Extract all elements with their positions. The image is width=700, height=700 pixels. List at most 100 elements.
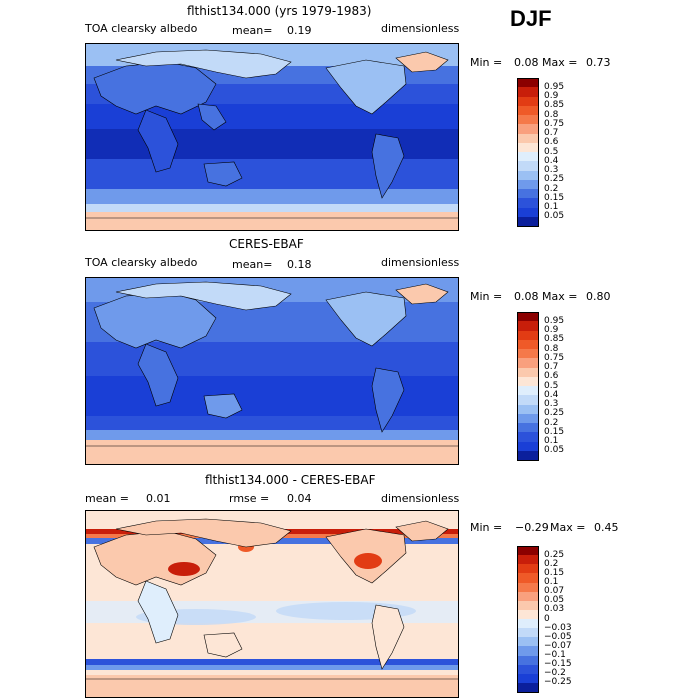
colorbar-tick-label: 0.1: [544, 436, 559, 446]
panel-1-mean-value: 0.19: [287, 24, 312, 37]
panel-1-colorbar: 0.95 0.9 0.85 0.8 0.75 0.7 0.6 0.5 0.4 0.3 0.25 0.2…: [517, 78, 617, 227]
colorbar-tick-label: 0.5: [544, 380, 559, 391]
colorbar-tick-label: 0.75: [544, 352, 565, 363]
colorbar-swatch: [517, 582, 539, 593]
panel-1-variable-label: TOA clearsky albedo: [85, 22, 198, 35]
colorbar-swatch: [517, 170, 539, 181]
colorbar-swatch: [517, 124, 539, 134]
colorbar-swatch: [517, 115, 539, 125]
colorbar-tick-label: 0.15: [544, 426, 565, 437]
panel-1-map-svg: [86, 44, 458, 230]
colorbar-swatch: [517, 619, 539, 629]
colorbar-tick-label: −0.15: [544, 659, 572, 670]
colorbar-swatch: [517, 349, 539, 359]
colorbar-swatch: [517, 133, 539, 144]
panel-3-colorbar: 0.25 0.2 0.15 0.1 0.07 0.05 0.03 0 −0.03 −0.05 −0.…: [517, 546, 617, 693]
colorbar-tick-label: 0.8: [544, 109, 559, 120]
colorbar-swatch: [517, 376, 539, 387]
colorbar-swatch: [517, 655, 539, 666]
colorbar-swatch: [517, 386, 539, 396]
colorbar-tick-label: 0.25: [544, 549, 565, 560]
panel-2-max-value: 0.80: [586, 290, 611, 303]
colorbar-tick-label: 0.6: [544, 371, 559, 382]
colorbar-swatch: [517, 358, 539, 368]
colorbar-tick-label: 0.05: [544, 445, 565, 456]
colorbar-tick-label: 0.4: [544, 155, 559, 166]
panel-3-min-label: Min =: [470, 521, 503, 534]
colorbar-tick-label: 0.75: [544, 118, 565, 129]
colorbar-tick-label: 0.95: [544, 315, 565, 326]
colorbar-tick-label: 0.2: [544, 183, 559, 194]
colorbar-swatch: [517, 142, 539, 153]
colorbar-swatch: [517, 312, 539, 322]
colorbar-swatch: [517, 564, 539, 574]
colorbar-tick-label: 0.3: [544, 165, 559, 175]
panel-2-mean-label: mean=: [232, 258, 273, 271]
panel-3-map-svg: [86, 511, 458, 697]
colorbar-tick-label: 0.03: [544, 604, 565, 615]
panel-2-mean-value: 0.18: [287, 258, 312, 271]
colorbar-tick-label: −0.1: [544, 650, 566, 660]
colorbar-tick-label: 0.8: [544, 343, 559, 354]
colorbar-tick-label: −0.2: [544, 668, 566, 679]
colorbar-swatch: [517, 600, 539, 611]
colorbar-tick-label: 0.2: [544, 558, 559, 569]
colorbar-tick-label: 0.9: [544, 91, 559, 101]
colorbar-swatch: [517, 87, 539, 97]
colorbar-tick-label: 0.1: [544, 202, 559, 212]
colorbar-swatch: [517, 546, 539, 556]
colorbar-tick-label: −0.07: [544, 640, 572, 651]
panel-3-rmse-value: 0.04: [287, 492, 312, 505]
colorbar-tick-label: 0.25: [544, 174, 565, 185]
colorbar-tick-label: 0.07: [544, 586, 565, 597]
panel-3-mean-label: mean =: [85, 492, 129, 505]
colorbar-swatch: [517, 432, 539, 442]
colorbar-tick-label: −0.25: [544, 677, 572, 688]
panel-2-colorbar: 0.95 0.9 0.85 0.8 0.75 0.7 0.6 0.5 0.4 0.3 0.25 0.2…: [517, 312, 617, 461]
colorbar-tick-label: 0.85: [544, 334, 565, 345]
panel-2-min-label: Min =: [470, 290, 503, 303]
colorbar-swatch: [517, 404, 539, 415]
colorbar-swatch: [517, 96, 539, 107]
colorbar-tick-label: 0.15: [544, 192, 565, 203]
panel-3-title: flthist134.000 - CERES-EBAF: [205, 473, 376, 487]
panel-1-max-value: 0.73: [586, 56, 611, 69]
panel-2-min-value: 0.08: [514, 290, 539, 303]
panel-2-variable-label: TOA clearsky albedo: [85, 256, 198, 269]
colorbar-swatch: [517, 413, 539, 424]
colorbar-tick-label: 0: [544, 613, 550, 624]
colorbar-tick-label: −0.05: [544, 631, 572, 642]
colorbar-swatch: [517, 609, 539, 620]
colorbar-swatch: [517, 152, 539, 162]
colorbar-swatch: [517, 555, 539, 565]
panel-2-map-svg: [86, 278, 458, 464]
panel-1-min-label: Min =: [470, 56, 503, 69]
colorbar-swatch: [517, 573, 539, 583]
colorbar-swatch: [517, 207, 539, 218]
panel-2-title: CERES-EBAF: [229, 237, 304, 251]
colorbar-tick-label: 0.15: [544, 567, 565, 578]
panel-3-map: [85, 510, 459, 698]
colorbar-tick-label: 0.7: [544, 362, 559, 372]
panel-1-map: [85, 43, 459, 231]
colorbar-tick-label: 0.2: [544, 417, 559, 428]
colorbar-swatch: [517, 161, 539, 171]
colorbar-tick-label: 0.9: [544, 325, 559, 335]
panel-3-units: dimensionless: [381, 492, 460, 505]
colorbar-swatch: [517, 637, 539, 647]
colorbar-tick-label: −0.03: [544, 622, 572, 633]
colorbar-tick-label: 0.85: [544, 100, 565, 111]
colorbar-swatch: [517, 367, 539, 378]
panel-1-min-value: 0.08: [514, 56, 539, 69]
colorbar-swatch: [517, 105, 539, 116]
colorbar-tick-label: 0.05: [544, 211, 565, 222]
colorbar-swatch: [517, 423, 539, 433]
colorbar-tick-label: 0.4: [544, 389, 559, 400]
panel-2-units: dimensionless: [381, 256, 460, 269]
panel-2-map: [85, 277, 459, 465]
panel-1-max-label: Max =: [542, 56, 578, 69]
panel-1-title: flthist134.000 (yrs 1979-1983): [187, 4, 372, 18]
colorbar-swatch: [517, 216, 539, 227]
colorbar-swatch: [517, 179, 539, 190]
colorbar-tick-label: 0.25: [544, 408, 565, 419]
